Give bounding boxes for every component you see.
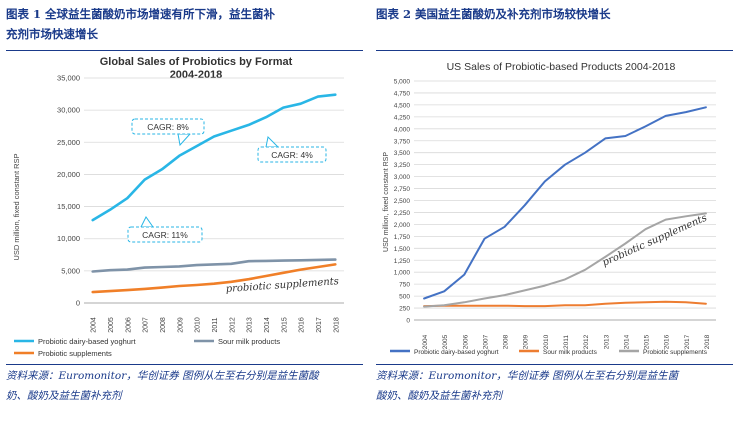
y-tick-label: 3,750: [394, 138, 411, 145]
figure-1-top-rule: [6, 50, 363, 51]
y-tick-label: 1,500: [394, 246, 411, 253]
figure-1-caption-line2: 充剂市场快速增长: [6, 27, 98, 41]
chart-1-title-line2: 2004-2018: [170, 69, 223, 81]
chart-1-ylabel: USD million, fixed constant RSP: [12, 153, 21, 260]
y-tick-label: 750: [399, 282, 410, 289]
x-tick-label: 2012: [229, 317, 236, 333]
x-tick-label: 2008: [503, 334, 510, 349]
series-line-1: [423, 106, 707, 300]
cagr-11-callout-pointer: [140, 216, 154, 228]
y-tick-label: 2,000: [394, 222, 411, 229]
y-tick-label: 35,000: [57, 74, 80, 83]
cagr-11-label: CAGR: 11%: [142, 230, 188, 240]
y-tick-label: 1,250: [394, 258, 411, 265]
figure-2-source-rule: [376, 364, 733, 365]
x-tick-label: 2013: [603, 334, 610, 349]
x-tick-label: 2010: [543, 334, 550, 349]
chart-2-svg: US Sales of Probiotic-based Products 200…: [383, 61, 716, 356]
y-tick-label: 250: [399, 306, 410, 313]
x-tick-label: 2005: [108, 317, 115, 333]
y-tick-label: 2,750: [394, 186, 411, 193]
figure-2-source-line2: 酸奶、酸奶及益生菌补充剂: [376, 390, 502, 402]
x-tick-label: 2014: [264, 317, 271, 333]
x-tick-label: 2016: [664, 334, 671, 349]
x-tick-label: 2012: [583, 334, 590, 349]
legend-label-3: Probiotic supplements: [38, 349, 112, 358]
cagr-8-label: CAGR: 8%: [147, 122, 189, 132]
y-tick-label: 500: [399, 294, 410, 301]
cagr-8-callout-box: [131, 118, 205, 135]
cagr-11-callout-box: [127, 226, 203, 243]
series-line-3: [423, 212, 707, 308]
legend-label-2: Sour milk products: [218, 337, 280, 346]
y-tick-label: 1,750: [394, 234, 411, 241]
x-tick-label: 2018: [333, 317, 340, 333]
y-tick-label: 4,000: [394, 126, 411, 133]
x-tick-label: 2017: [316, 317, 323, 333]
legend-label-1: Probiotic dairy-based yoghurt: [38, 337, 136, 346]
y-tick-label: 2,250: [394, 210, 411, 217]
y-tick-label: 25,000: [57, 138, 80, 147]
y-tick-label: 4,750: [394, 90, 411, 97]
y-tick-label: 4,500: [394, 102, 411, 109]
y-tick-label: 1,000: [394, 270, 411, 277]
figure-2-top-rule: [376, 50, 733, 51]
y-tick-label: 5,000: [394, 79, 411, 86]
y-tick-label: 10,000: [57, 234, 80, 243]
figure-1-source-line2: 奶、酸奶及益生菌补充剂: [6, 390, 122, 402]
y-tick-label: 0: [76, 299, 80, 308]
figure-2-caption: 图表 2 美国益生菌酸奶及补充剂市场较快增长: [376, 7, 611, 21]
y-tick-label: 30,000: [57, 106, 80, 115]
x-tick-label: 2014: [623, 334, 630, 349]
x-tick-label: 2010: [195, 317, 202, 333]
series-line-1: [91, 93, 337, 222]
y-tick-label: 0: [406, 318, 410, 325]
y-tick-label: 2,500: [394, 198, 411, 205]
x-tick-label: 2011: [563, 335, 570, 349]
x-tick-label: 2015: [644, 334, 651, 349]
figure-2-source-line1: 资料来源：Euromonitor，华创证券 图例从左至右分别是益生菌: [376, 370, 679, 382]
x-tick-label: 2007: [143, 317, 150, 333]
chart-2-ylabel: USD million, fixed constant RSP: [383, 152, 390, 252]
x-tick-label: 2013: [247, 317, 254, 333]
x-tick-label: 2009: [177, 317, 184, 333]
legend-label-1: Probiotic dairy-based yoghurt: [414, 349, 499, 356]
chart-1-svg: Global Sales of Probiotics by Format 200…: [12, 56, 344, 358]
figure-1-source-rule: [6, 364, 363, 365]
series-line-2: [423, 300, 707, 308]
chart-1-title-line1: Global Sales of Probiotics by Format: [100, 56, 293, 68]
figure-1-source-line1: 资料来源：Euromonitor，华创证券 图例从左至右分别是益生菌酸: [6, 370, 319, 382]
y-tick-label: 4,250: [394, 114, 411, 121]
x-tick-label: 2004: [422, 334, 429, 349]
x-tick-label: 2015: [281, 317, 288, 333]
cagr-4-label: CAGR: 4%: [271, 150, 313, 160]
chart-2-panel: US Sales of Probiotic-based Products 200…: [376, 52, 733, 362]
x-tick-label: 2006: [462, 334, 469, 349]
x-tick-label: 2004: [91, 317, 98, 333]
y-tick-label: 20,000: [57, 170, 80, 179]
series-line-2: [91, 258, 337, 273]
x-tick-label: 2017: [684, 334, 691, 349]
y-tick-label: 3,250: [394, 162, 411, 169]
y-tick-label: 15,000: [57, 202, 80, 211]
chart-1-panel: Global Sales of Probiotics by Format 200…: [6, 52, 363, 362]
y-tick-label: 3,000: [394, 174, 411, 181]
cagr-8-callout-pointer: [177, 133, 192, 147]
legend-label-2: Sour milk products: [543, 349, 598, 356]
x-tick-label: 2006: [125, 317, 132, 333]
figure-1-caption-line1: 图表 1 全球益生菌酸奶市场增速有所下滑，益生菌补: [6, 7, 276, 21]
x-tick-label: 2009: [523, 334, 530, 349]
x-tick-label: 2018: [704, 334, 711, 349]
cagr-4-callout-box: [257, 146, 327, 163]
chart-2-title: US Sales of Probiotic-based Products 200…: [447, 61, 676, 73]
x-tick-label: 2005: [442, 334, 449, 349]
x-tick-label: 2011: [212, 317, 219, 332]
y-tick-label: 3,500: [394, 150, 411, 157]
x-tick-label: 2016: [299, 317, 306, 333]
series-line-3: [91, 263, 337, 294]
legend-label-3: Probiotic supplements: [643, 349, 708, 356]
x-tick-label: 2007: [482, 334, 489, 349]
y-tick-label: 5,000: [61, 266, 80, 275]
x-tick-label: 2008: [160, 317, 167, 333]
